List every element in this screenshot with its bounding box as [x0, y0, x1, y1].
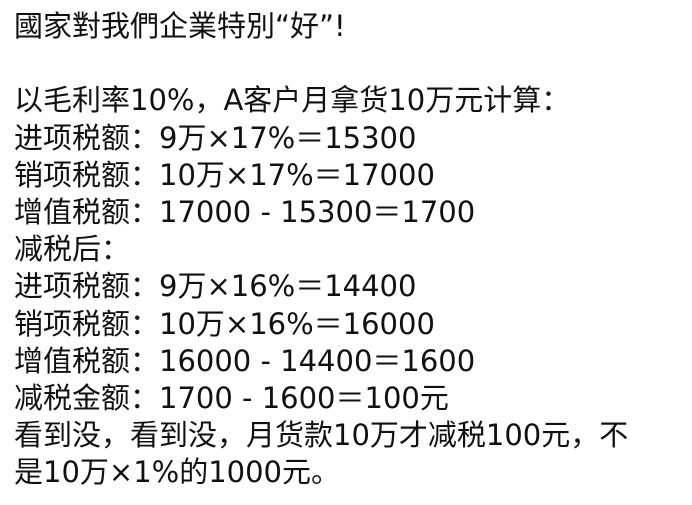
- vat-after: 增值税额：16000 - 14400＝1600: [14, 343, 476, 378]
- tax-cut-amount: 减税金额：1700 - 1600＝100元: [14, 380, 449, 415]
- conclusion-line-1: 看到没，看到没，月货款10万才减税100元，不: [14, 418, 629, 453]
- input-tax-after: 进项税额：9万×16%＝14400: [14, 269, 417, 304]
- document-text: 國家對我們企業特別“好”! 以毛利率10%，A客户月拿货10万元计算： 进项税额…: [14, 9, 692, 490]
- input-tax-before: 进项税额：9万×17%＝15300: [14, 120, 417, 155]
- output-tax-before: 销项税额：10万×17%＝17000: [14, 157, 435, 192]
- title-line: 國家對我們企業特別“好”!: [14, 9, 346, 43]
- after-tax-cut-heading: 减税后：: [14, 232, 131, 267]
- vat-before: 增值税额：17000 - 15300＝1700: [14, 194, 476, 229]
- conclusion-line-2: 是10万×1%的1000元。: [14, 455, 341, 490]
- output-tax-after: 销项税额：10万×16%＝16000: [14, 306, 435, 341]
- intro-line: 以毛利率10%，A客户月拿货10万元计算：: [14, 83, 571, 118]
- blank-line: [14, 45, 692, 82]
